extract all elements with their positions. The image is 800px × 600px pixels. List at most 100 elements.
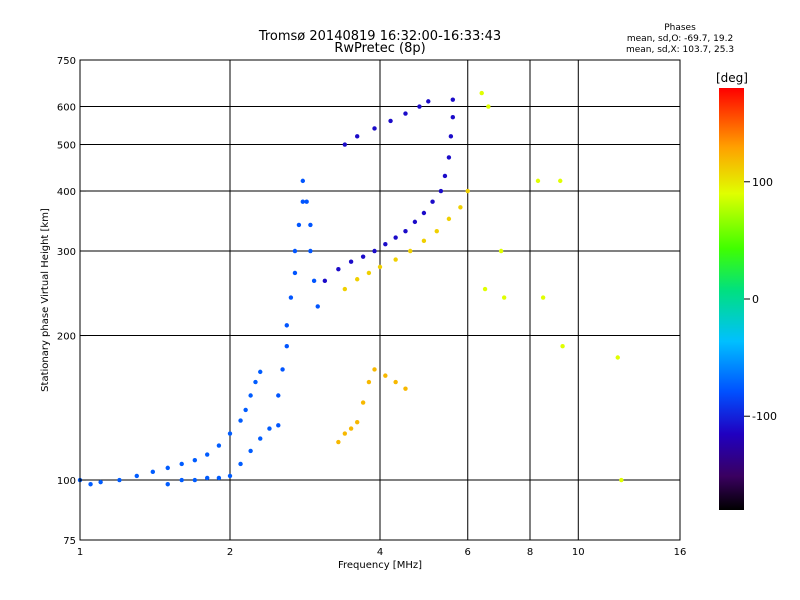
data-point [348,259,354,264]
data-point [540,295,546,300]
data-point [165,482,170,487]
data-point [383,373,388,378]
data-point [311,278,317,284]
data-point [426,99,431,104]
data-point [267,426,272,431]
data-point [348,426,354,431]
x-axis-ticks: 1 2 4 6 8 10 16 [77,547,687,558]
data-point [336,266,341,272]
data-point [482,286,488,292]
info-heading: Phases [664,23,696,33]
data-point [308,248,313,254]
data-point [276,423,281,428]
data-point [421,238,427,244]
x-tick-label: 1 [77,547,83,558]
data-point [383,241,388,247]
data-point [258,436,263,441]
data-point [322,278,328,284]
data-point [360,400,366,405]
data-point [372,126,377,131]
data-point [430,199,435,204]
data-point [238,461,243,467]
data-point [377,264,383,270]
data-point [560,344,565,349]
colorbar-tick-label: -100 [752,410,777,423]
data-point [421,210,427,216]
data-point [434,228,439,234]
data-point [216,443,222,448]
x-tick-label: 2 [227,547,233,558]
data-point [412,219,418,225]
y-tick-label: 600 [57,103,76,114]
data-point [165,465,170,471]
data-point [535,178,541,184]
data-point [227,431,233,436]
data-point [248,393,253,398]
y-tick-label: 500 [57,141,76,152]
data-point [446,216,452,222]
data-point [438,188,444,194]
data-point [393,379,398,385]
data-point [336,439,341,445]
data-point [403,228,408,234]
y-tick-label: 100 [57,476,76,487]
data-point [486,104,491,109]
data-point [465,188,470,194]
colorbar-ticks: 100 0 -100 [744,176,777,423]
data-point [276,393,281,398]
data-point [300,199,306,204]
data-point [393,235,398,240]
data-point [192,477,198,483]
data-point [408,248,413,254]
x-tick-label: 16 [674,547,687,558]
info-line-o: mean, sd,O: -69.7, 19.2 [627,34,733,44]
plot-frame [79,59,681,541]
data-point [284,344,289,349]
data-point [288,295,294,300]
data-point [450,115,456,120]
data-point [308,222,313,228]
data-point [284,323,289,328]
data-point [450,97,456,102]
data-point [98,479,103,485]
colorbar-label: [deg] [716,71,748,85]
data-point [342,286,348,292]
data-point [304,199,309,204]
info-line-x: mean, sd,X: 103.7, 25.3 [626,45,734,55]
data-point [366,379,372,385]
data-point [280,367,285,372]
colorbar-tick-label: 100 [752,176,773,189]
colorbar-tick-label: 0 [752,293,759,306]
data-point [615,355,620,360]
data-point [192,457,198,463]
data-point [448,134,454,139]
data-point [619,477,624,483]
y-axis-label: Stationary phase Virtual Height [km] [40,208,51,392]
data-point [354,419,360,425]
chart-title: Tromsø 20140819 16:32:00-16:33:43 [258,29,501,44]
data-point [238,418,243,423]
data-point [117,477,122,483]
y-tick-label: 400 [57,187,76,198]
data-point [315,304,320,309]
y-tick-label: 300 [57,247,76,258]
x-tick-label: 10 [572,547,585,558]
data-point [403,111,408,116]
data-point [442,173,448,179]
data-point [88,482,93,487]
data-point [354,277,360,282]
data-point [417,104,422,109]
chart-subtitle: RwPretec (8p) [334,41,425,56]
data-point [216,475,222,481]
y-tick-label: 750 [57,56,76,67]
x-tick-label: 4 [377,547,383,558]
data-point [204,452,210,457]
data-points [77,90,624,487]
data-point [179,461,184,467]
x-tick-label: 6 [465,547,471,558]
data-point [498,248,504,254]
data-point [366,270,372,276]
data-point [179,477,184,483]
x-axis-label: Frequency [MHz] [338,560,422,571]
